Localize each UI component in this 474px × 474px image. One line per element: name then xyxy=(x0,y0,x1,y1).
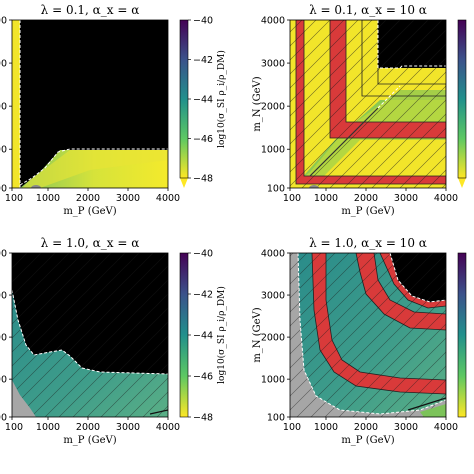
colorbar-3-label: log10(σ_SI ρ_i/ρ_DM) xyxy=(216,286,227,384)
panel-3-ytick-label: 1000 xyxy=(0,375,7,386)
panel-1-ytick-label: 3000 xyxy=(0,59,7,70)
colorbar-3-tick-label: −46 xyxy=(193,372,213,383)
panel-2-ytick-label: 3000 xyxy=(261,59,285,70)
colorbar-3 xyxy=(179,252,189,418)
panel-2-ylabel: m_N (GeV) xyxy=(252,76,263,131)
panel-1-xtick-label: 4000 xyxy=(156,193,180,204)
panel-3-title: λ = 1.0, α_x = α xyxy=(41,236,140,250)
panel-2-xtick-label: 2000 xyxy=(354,193,378,204)
panel-2-xlabel: m_P (GeV) xyxy=(341,206,394,217)
panel-4-xtick-label: 2000 xyxy=(354,422,378,433)
panel-1-ytick-label: 4000 xyxy=(0,16,7,27)
panel-3-ytick-label: 2000 xyxy=(0,333,7,344)
colorbar-1-tick-label: −40 xyxy=(193,16,213,27)
panel-2-ytick-label: 4000 xyxy=(261,16,285,27)
panel-4-ytick-label: 4000 xyxy=(261,249,285,260)
panel-3-xtick-label: 100 xyxy=(5,422,23,433)
panel-4-title: λ = 1.0, α_x = 10 α xyxy=(309,236,427,250)
panel-4-ytick-label: 100 xyxy=(267,413,285,424)
colorbar-1-tick-label: −42 xyxy=(193,55,213,66)
colorbar-3-tick-label: −40 xyxy=(193,249,213,260)
panel-3-xlabel: m_P (GeV) xyxy=(63,435,116,446)
panel-2-ytick-label: 100 xyxy=(267,184,285,195)
panel-2-xtick-label: 1000 xyxy=(314,193,338,204)
panel-1-ytick-label: 100 xyxy=(0,184,7,195)
panel-3-xtick-label: 1000 xyxy=(36,422,60,433)
panel-4-xlabel: m_P (GeV) xyxy=(341,435,394,446)
colorbar-3-tick-label: −44 xyxy=(193,331,213,342)
colorbar-1-tick-label: −48 xyxy=(193,174,213,185)
panel-4-ytick-label: 2000 xyxy=(261,333,285,344)
panel-4-xtick-label: 3000 xyxy=(394,422,418,433)
panel-3-xtick-label: 3000 xyxy=(116,422,140,433)
panel-1-ytick-label: 2000 xyxy=(0,102,7,113)
panel-3-xtick-label: 4000 xyxy=(156,422,180,433)
panel-1 xyxy=(11,19,169,189)
colorbar-1-label: log10(σ_SI ρ_i/ρ_DM) xyxy=(216,50,227,148)
panel-2-ytick-label: 2000 xyxy=(261,102,285,113)
panel-4-ytick-label: 1000 xyxy=(261,375,285,386)
panel-4 xyxy=(289,252,447,418)
panel-1-title: λ = 0.1, α_x = α xyxy=(41,3,140,17)
panel-3-ytick-label: 3000 xyxy=(0,291,7,302)
colorbar-1-tick-label: −44 xyxy=(193,95,213,106)
colorbar-4 xyxy=(457,252,467,418)
panel-4-xtick-label: 1000 xyxy=(314,422,338,433)
colorbar-1 xyxy=(179,19,189,188)
panel-1-xtick-label: 1000 xyxy=(36,193,60,204)
panel-3-xtick-label: 2000 xyxy=(76,422,100,433)
panel-3 xyxy=(11,252,169,418)
panel-1-xlabel: m_P (GeV) xyxy=(63,206,116,217)
colorbar-1-tick-label: −46 xyxy=(193,134,213,145)
panel-1-xtick-label: 100 xyxy=(5,193,23,204)
panel-1-xtick-label: 2000 xyxy=(76,193,100,204)
panel-1-xtick-label: 3000 xyxy=(116,193,140,204)
panel-4-xtick-label: 100 xyxy=(283,422,301,433)
panel-3-ytick-label: 100 xyxy=(0,413,7,424)
colorbar-2 xyxy=(457,19,467,188)
colorbar-3-tick-label: −42 xyxy=(193,290,213,301)
panel-2-xtick-label: 4000 xyxy=(434,193,458,204)
panel-2-xtick-label: 100 xyxy=(283,193,301,204)
panel-2-title: λ = 0.1, α_x = 10 α xyxy=(309,3,427,17)
panel-2-xtick-label: 3000 xyxy=(394,193,418,204)
panel-1-ytick-label: 1000 xyxy=(0,145,7,156)
panel-4-ylabel: m_N (GeV) xyxy=(252,307,263,362)
panel-4-xtick-label: 4000 xyxy=(434,422,458,433)
panel-4-ytick-label: 3000 xyxy=(261,291,285,302)
panel-2 xyxy=(289,19,447,189)
panel-2-ytick-label: 1000 xyxy=(261,145,285,156)
colorbar-3-tick-label: −48 xyxy=(193,413,213,424)
panel-3-ytick-label: 4000 xyxy=(0,249,7,260)
